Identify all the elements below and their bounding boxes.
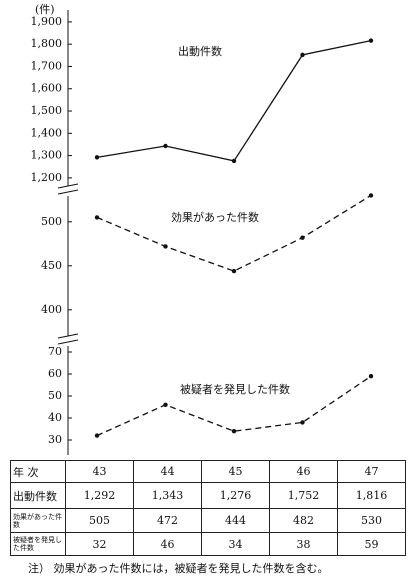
y-tick-label: 50	[48, 389, 62, 402]
note: 注） 効果があった件数には，被疑者を発見した件数を含む。	[28, 562, 329, 575]
table-cell: 444	[201, 508, 270, 533]
table-row: 出動件数 1,292 1,343 1,276 1,752 1,816	[10, 482, 406, 509]
table-row: 年 次 43 44 45 46 47	[10, 460, 406, 483]
table-cell: 47	[337, 460, 406, 483]
chart: (件) 1,200 1,300 1,400 1,500 1,600 1,700 1,800 1,…	[31, 3, 374, 455]
table-cell: 1,816	[337, 482, 406, 509]
y-tick-label: 30	[48, 433, 62, 446]
y-tick-label: 1,800	[31, 37, 63, 50]
y-tick-label: 40	[48, 411, 62, 424]
table-cell: 出動件数	[10, 482, 66, 509]
table-row: 効果があった件数 505 472 444 482 530	[10, 508, 406, 533]
point	[368, 193, 374, 198]
table-cell: 32	[65, 532, 134, 556]
axis-break	[57, 183, 79, 195]
series-label: 効果があった件数	[171, 210, 259, 224]
point	[368, 374, 374, 379]
series-label: 被疑者を発見した件数	[180, 382, 290, 396]
table-cell: 45	[201, 460, 270, 483]
point	[231, 429, 237, 434]
table-cell: 38	[269, 532, 338, 556]
point	[300, 52, 305, 58]
point	[94, 155, 100, 160]
y-tick-label: 400	[41, 303, 62, 316]
table-cell: 34	[201, 532, 270, 556]
point	[300, 420, 305, 425]
y-tick-label: 1,200	[31, 171, 63, 184]
table-cell: 46	[133, 532, 202, 556]
point	[231, 158, 237, 164]
table-cell: 505	[65, 508, 134, 533]
y-tick-label: 500	[41, 215, 62, 228]
line	[96, 39, 372, 162]
table-cell: 44	[133, 460, 202, 483]
y-tick-label: 70	[48, 345, 62, 358]
series-label: 出動件数	[178, 44, 222, 58]
line	[96, 194, 372, 272]
y-tick-label: 60	[48, 367, 62, 380]
table-cell: 1,292	[65, 482, 134, 509]
y-tick-label: 1,300	[31, 149, 63, 162]
axis-break	[57, 333, 79, 345]
table-cell: 被疑者を発見した件数	[10, 532, 66, 556]
table-cell: 年 次	[10, 460, 66, 483]
table-cell: 1,276	[201, 482, 270, 509]
y-tick-label: 450	[41, 259, 62, 272]
point	[231, 268, 237, 274]
y-tick-label: 1,900	[31, 15, 63, 28]
y-tick-label: 1,400	[31, 126, 63, 139]
point	[163, 244, 168, 249]
table-cell: 530	[337, 508, 406, 533]
table-cell: 43	[65, 460, 134, 483]
table-cell: 効果があった件数	[10, 508, 66, 533]
point	[94, 433, 100, 438]
table-cell: 1,752	[269, 482, 338, 509]
point	[163, 143, 168, 149]
point	[94, 215, 100, 220]
point	[300, 235, 305, 240]
point	[368, 38, 374, 43]
table-cell: 1,343	[133, 482, 202, 509]
table-cell: 46	[269, 460, 338, 483]
table-cell: 472	[133, 508, 202, 533]
point	[163, 402, 168, 407]
table-row: 被疑者を発見した件数 32 46 34 38 59	[10, 532, 406, 556]
line	[96, 375, 372, 437]
unit-label: (件)	[35, 3, 55, 16]
table-cell: 482	[269, 508, 338, 533]
y-tick-label: 1,700	[31, 59, 63, 72]
table-cell: 59	[337, 532, 406, 556]
y-tick-label: 1,600	[31, 82, 63, 95]
y-tick-label: 1,500	[31, 104, 63, 117]
data-table: 年 次 43 44 45 46 47 出動件数 1,292 1,343 1,276 1,752 1,8…	[10, 460, 406, 556]
